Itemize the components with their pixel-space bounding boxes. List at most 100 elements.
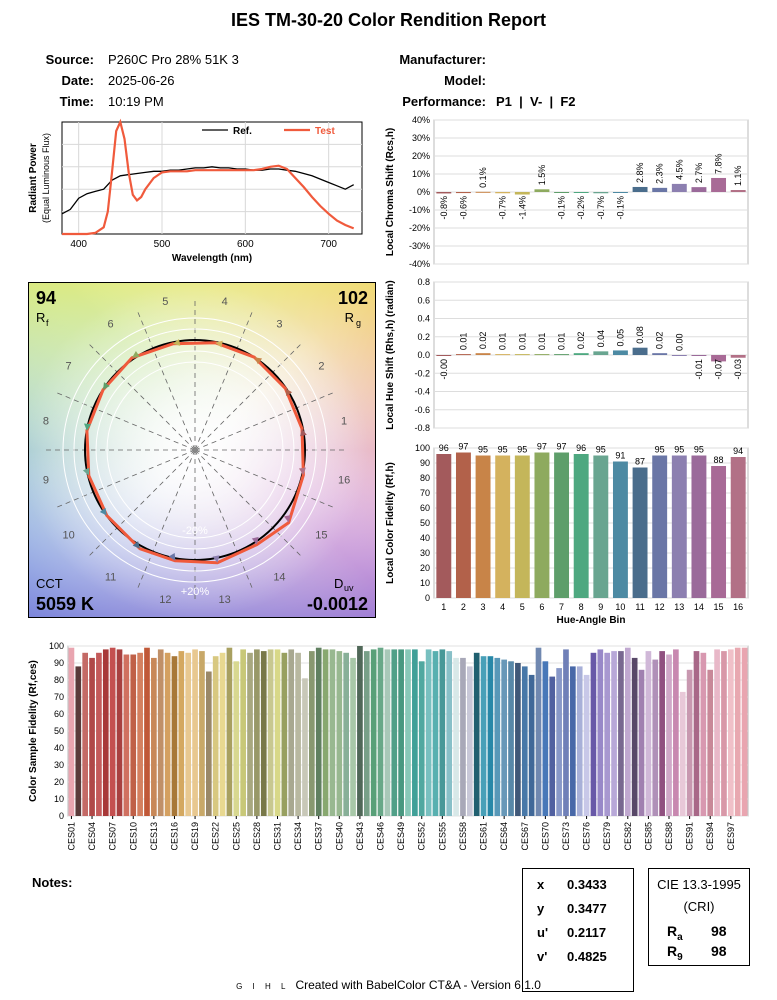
ces-y-tick-label: 40	[54, 743, 64, 753]
ces-bar-22	[212, 656, 219, 816]
ces-bar-13	[151, 657, 157, 816]
x-tick-label: 7	[559, 602, 564, 612]
cvg-shift-arrow	[99, 507, 107, 516]
y-tick-label: -0.2	[414, 368, 430, 378]
bar-value-label: 95	[596, 445, 606, 455]
cvg-bin-number: 7	[66, 361, 72, 373]
bar-value-label: 0.02	[576, 332, 586, 350]
cvg-reference-ring	[73, 328, 317, 572]
ces-bar-96	[721, 651, 727, 816]
ces-bar-99	[741, 647, 748, 816]
ces-bar-8	[116, 649, 123, 816]
x-tick-label: 14	[694, 602, 704, 612]
duv-label-sub: uv	[344, 583, 354, 593]
ces-bar-86	[652, 659, 659, 816]
ces-bar-51	[412, 649, 418, 816]
cvg-shift-arrow	[283, 515, 291, 523]
ces-bar-37	[315, 647, 322, 816]
y-tick-label: -0.4	[414, 387, 430, 397]
ces-bar-44	[363, 651, 370, 816]
bar-bin-11	[632, 347, 648, 355]
bar-value-label: 0.05	[615, 329, 625, 347]
y-tick-label: 0.4	[417, 314, 430, 324]
ces-x-tick-label: CES34	[293, 822, 303, 851]
cvg-shift-arrow	[82, 467, 90, 476]
bar-value-label: -0.7%	[498, 196, 508, 220]
ces-bar-97	[727, 649, 734, 816]
ces-bar-20	[199, 651, 205, 816]
cri-box: CIE 13.3-1995 (CRI) Ra 98 R9 98	[648, 868, 750, 966]
cvg-shift-arrow	[84, 423, 91, 431]
cvg-shift-arrow	[300, 428, 307, 437]
ces-bar-34	[295, 652, 301, 816]
cvg-shift-arrow	[132, 541, 140, 549]
ces-bar-10	[130, 654, 137, 816]
bar-bin-13	[671, 455, 687, 598]
bar-value-label: 95	[655, 445, 665, 455]
x-value: 0.3433	[567, 877, 607, 892]
bar-value-label: 1.1%	[733, 166, 743, 187]
bar-bin-9	[593, 192, 609, 194]
ces-x-tick-label: CES40	[334, 822, 344, 851]
ces-y-tick-label: 90	[54, 658, 64, 668]
bar-bin-9	[593, 351, 609, 355]
cvg-ring-inner-label: -20%	[182, 525, 208, 537]
ces-bar-81	[618, 651, 624, 816]
ces-y-tick-label: 60	[54, 709, 64, 719]
cct-label: CCT	[36, 576, 63, 591]
ces-bar-89	[673, 649, 679, 816]
x-axis-label: Hue-Angle Bin	[557, 615, 626, 626]
bar-bin-16	[730, 457, 746, 598]
bar-value-label: -0.01	[694, 359, 704, 380]
bar-bin-10	[612, 192, 628, 193]
y-tick-label: -10%	[409, 205, 430, 215]
bar-bin-13	[671, 355, 687, 356]
ces-x-tick-label: CES64	[499, 822, 509, 851]
y-axis-label: Local Hue Shift (Rhs,h) (radian)	[385, 280, 396, 429]
ces-bar-28	[254, 649, 260, 816]
ces-y-tick-label: 0	[59, 811, 64, 821]
y-label: y	[537, 901, 545, 916]
source-value: P260C Pro 28% 51K 3	[108, 52, 239, 67]
bar-value-label: -0.07	[714, 359, 724, 380]
x-tick-label: 5	[520, 602, 525, 612]
cvg-bin-number: 8	[43, 415, 49, 427]
x-tick-label: 15	[714, 602, 724, 612]
bar-value-label: 95	[498, 445, 508, 455]
cvg-bin-divider	[56, 392, 196, 451]
bar-bin-15	[711, 177, 727, 192]
ces-bar-55	[439, 649, 446, 816]
ces-x-tick-label: CES82	[623, 822, 633, 851]
ces-bar-4	[89, 657, 95, 816]
ces-bar-29	[260, 651, 267, 816]
x-tick-label: 1	[441, 602, 446, 612]
cvg-bin-divider	[194, 392, 334, 451]
ces-bar-49	[398, 649, 404, 816]
bar-bin-11	[632, 467, 648, 598]
cvg-shift-arrow	[215, 340, 223, 348]
ces-x-tick-label: CES37	[314, 822, 324, 851]
ces-bar-93	[700, 652, 707, 816]
ces-bar-69	[535, 647, 542, 816]
ces-bar-19	[192, 649, 198, 816]
ces-bar-74	[570, 666, 576, 816]
model-label: Model:	[444, 73, 486, 88]
ces-y-tick-label: 80	[54, 675, 64, 685]
y-tick-label: 90	[420, 458, 430, 468]
cvg-bin-divider	[194, 449, 253, 589]
ces-bar-6	[102, 649, 109, 816]
bar-value-label: 97	[458, 442, 468, 452]
bar-value-label: 97	[537, 442, 547, 452]
ces-y-tick-label: 100	[49, 641, 64, 651]
cvg-bin-divider	[137, 311, 196, 451]
ces-x-tick-label: CES19	[190, 822, 200, 851]
bar-bin-13	[671, 183, 687, 192]
spd-series-test	[62, 118, 355, 236]
cvg-bin-number: 11	[105, 571, 116, 583]
bar-value-label: 95	[674, 445, 684, 455]
ces-x-tick-label: CES97	[726, 822, 736, 851]
ces-bar-91	[686, 669, 693, 816]
bar-bin-15	[711, 355, 727, 362]
ces-bar-15	[164, 652, 171, 816]
